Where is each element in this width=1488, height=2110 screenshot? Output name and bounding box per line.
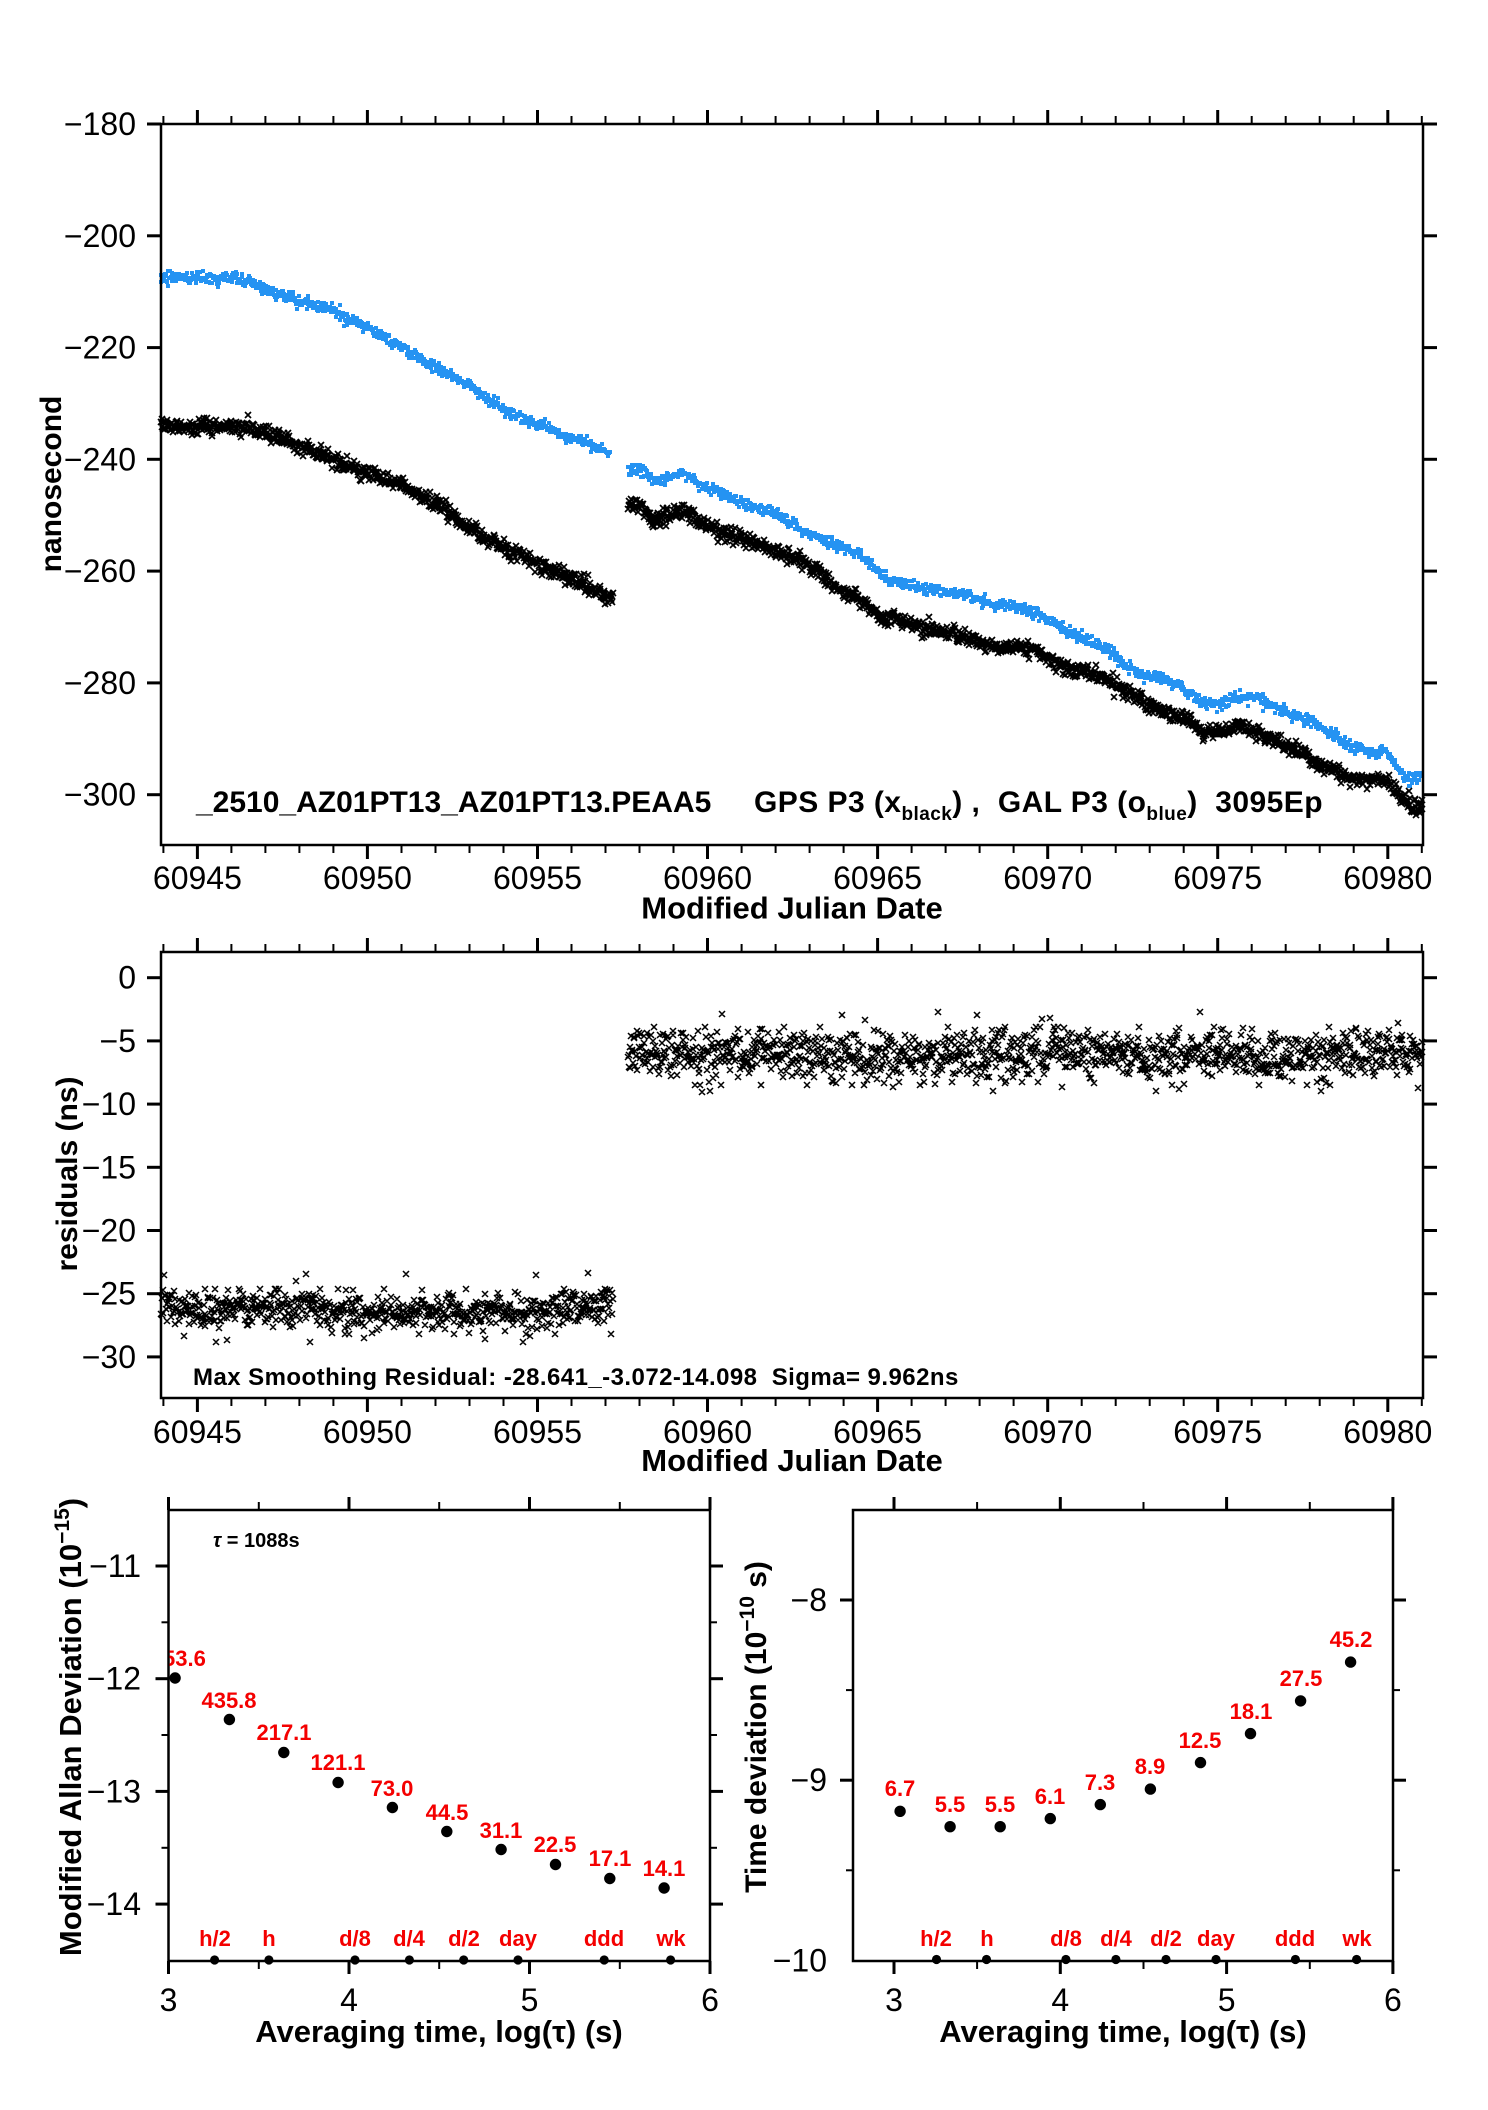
- svg-text:60950: 60950: [323, 1414, 412, 1450]
- svg-text:−260: −260: [64, 553, 136, 589]
- svg-text:4: 4: [340, 1982, 358, 2018]
- svg-text:60975: 60975: [1173, 1414, 1262, 1450]
- svg-text:4: 4: [1051, 1982, 1069, 2018]
- svg-text:d/2: d/2: [1150, 1926, 1182, 1951]
- svg-text:5.5: 5.5: [985, 1792, 1016, 1817]
- svg-text:73.0: 73.0: [371, 1776, 414, 1801]
- svg-text:−20: −20: [82, 1213, 136, 1249]
- svg-text:435.8: 435.8: [201, 1688, 256, 1713]
- svg-text:d/8: d/8: [339, 1926, 371, 1951]
- svg-text:h/2: h/2: [199, 1926, 231, 1951]
- svg-text:−14: −14: [87, 1886, 141, 1922]
- svg-text:d/4: d/4: [1100, 1926, 1133, 1951]
- svg-text:45.2: 45.2: [1330, 1627, 1373, 1652]
- svg-text:60980: 60980: [1343, 1414, 1432, 1450]
- svg-text:_2510_AZ01PT13_AZ01PT13.PEAA5: _2510_AZ01PT13_AZ01PT13.PEAA5: [195, 786, 711, 819]
- svg-text:60955: 60955: [493, 860, 582, 896]
- svg-text:−13: −13: [87, 1773, 141, 1809]
- svg-text:Max Smoothing Residual: -28.64: Max Smoothing Residual: -28.641_-3.072-1…: [193, 1364, 959, 1391]
- svg-text:d/8: d/8: [1050, 1926, 1082, 1951]
- svg-text:wk: wk: [655, 1926, 686, 1951]
- svg-text:−30: −30: [82, 1339, 136, 1375]
- svg-text:3: 3: [885, 1982, 903, 2018]
- svg-text:−280: −280: [64, 665, 136, 701]
- svg-text:−12: −12: [87, 1661, 141, 1697]
- svg-text:day: day: [1197, 1926, 1236, 1951]
- svg-text:−11: −11: [89, 1548, 141, 1584]
- svg-text:12.5: 12.5: [1179, 1728, 1222, 1753]
- svg-text:27.5: 27.5: [1280, 1666, 1323, 1691]
- svg-text:60980: 60980: [1343, 860, 1432, 896]
- svg-text:residuals (ns): residuals (ns): [51, 1076, 84, 1271]
- svg-text:53.6: 53.6: [163, 1646, 206, 1671]
- svg-text:Averaging time, log(τ) (s): Averaging time, log(τ) (s): [255, 2014, 623, 2049]
- svg-text:−9: −9: [791, 1762, 827, 1798]
- svg-text:ddd: ddd: [584, 1926, 624, 1951]
- svg-text:60945: 60945: [153, 1414, 242, 1450]
- svg-text:60960: 60960: [663, 860, 752, 896]
- svg-text:60945: 60945: [153, 860, 242, 896]
- svg-text:Averaging time, log(τ) (s): Averaging time, log(τ) (s): [939, 2014, 1307, 2049]
- svg-text:44.5: 44.5: [426, 1800, 469, 1825]
- svg-text:−200: −200: [64, 218, 136, 254]
- svg-text:day: day: [499, 1926, 538, 1951]
- svg-text:−300: −300: [64, 777, 136, 813]
- svg-text:18.1: 18.1: [1230, 1699, 1273, 1724]
- svg-text:5: 5: [1218, 1982, 1236, 2018]
- svg-text:60965: 60965: [833, 1414, 922, 1450]
- svg-text:−180: −180: [64, 106, 136, 142]
- svg-text:−240: −240: [64, 441, 136, 477]
- svg-text:60950: 60950: [323, 860, 412, 896]
- svg-text:0: 0: [118, 960, 136, 996]
- svg-text:121.1: 121.1: [310, 1750, 365, 1775]
- svg-text:h: h: [262, 1926, 275, 1951]
- svg-text:217.1: 217.1: [256, 1720, 311, 1745]
- svg-text:h: h: [980, 1926, 993, 1951]
- svg-text:6: 6: [701, 1982, 719, 2018]
- svg-text:17.1: 17.1: [589, 1846, 632, 1871]
- svg-text:−10: −10: [82, 1086, 136, 1122]
- svg-text:60970: 60970: [1003, 1414, 1092, 1450]
- svg-text:nanosecond: nanosecond: [35, 396, 68, 573]
- svg-text:−220: −220: [64, 330, 136, 366]
- svg-text:60955: 60955: [493, 1414, 582, 1450]
- svg-text:31.1: 31.1: [480, 1818, 523, 1843]
- svg-text:wk: wk: [1341, 1926, 1372, 1951]
- svg-text:14.1: 14.1: [643, 1856, 686, 1881]
- svg-text:h/2: h/2: [920, 1926, 952, 1951]
- svg-text:7.3: 7.3: [1085, 1770, 1116, 1795]
- svg-text:ddd: ddd: [1275, 1926, 1315, 1951]
- svg-text:5.5: 5.5: [935, 1792, 966, 1817]
- svg-text:8.9: 8.9: [1135, 1754, 1166, 1779]
- svg-text:Modified Julian Date: Modified Julian Date: [641, 1443, 942, 1478]
- svg-text:5: 5: [521, 1982, 539, 2018]
- svg-text:d/2: d/2: [448, 1926, 480, 1951]
- svg-text:Modified Julian Date: Modified Julian Date: [641, 891, 942, 926]
- svg-text:−25: −25: [82, 1276, 136, 1312]
- svg-text:GPS P3 (xblack) , GAL P3 (obl: GPS P3 (xblack) , GAL P3 (oblue) 3095Ep: [754, 786, 1323, 825]
- svg-text:60965: 60965: [833, 860, 922, 896]
- svg-text:60975: 60975: [1173, 860, 1262, 896]
- svg-text:−5: −5: [100, 1023, 136, 1059]
- svg-text:6.1: 6.1: [1035, 1784, 1066, 1809]
- svg-text:−10: −10: [773, 1942, 827, 1978]
- svg-text:60960: 60960: [663, 1414, 752, 1450]
- svg-text:Modified Allan Deviation (10−1: Modified Allan Deviation (10−15): [51, 1498, 88, 1956]
- svg-text:60970: 60970: [1003, 860, 1092, 896]
- svg-text:6.7: 6.7: [885, 1776, 916, 1801]
- svg-text:3: 3: [160, 1982, 178, 2018]
- svg-text:−15: −15: [82, 1149, 136, 1185]
- svg-text:d/4: d/4: [393, 1926, 426, 1951]
- svg-text:22.5: 22.5: [534, 1832, 577, 1857]
- svg-text:6: 6: [1384, 1982, 1402, 2018]
- svg-text:−8: −8: [791, 1582, 827, 1618]
- svg-text:τ = 1088s: τ = 1088s: [213, 1530, 300, 1552]
